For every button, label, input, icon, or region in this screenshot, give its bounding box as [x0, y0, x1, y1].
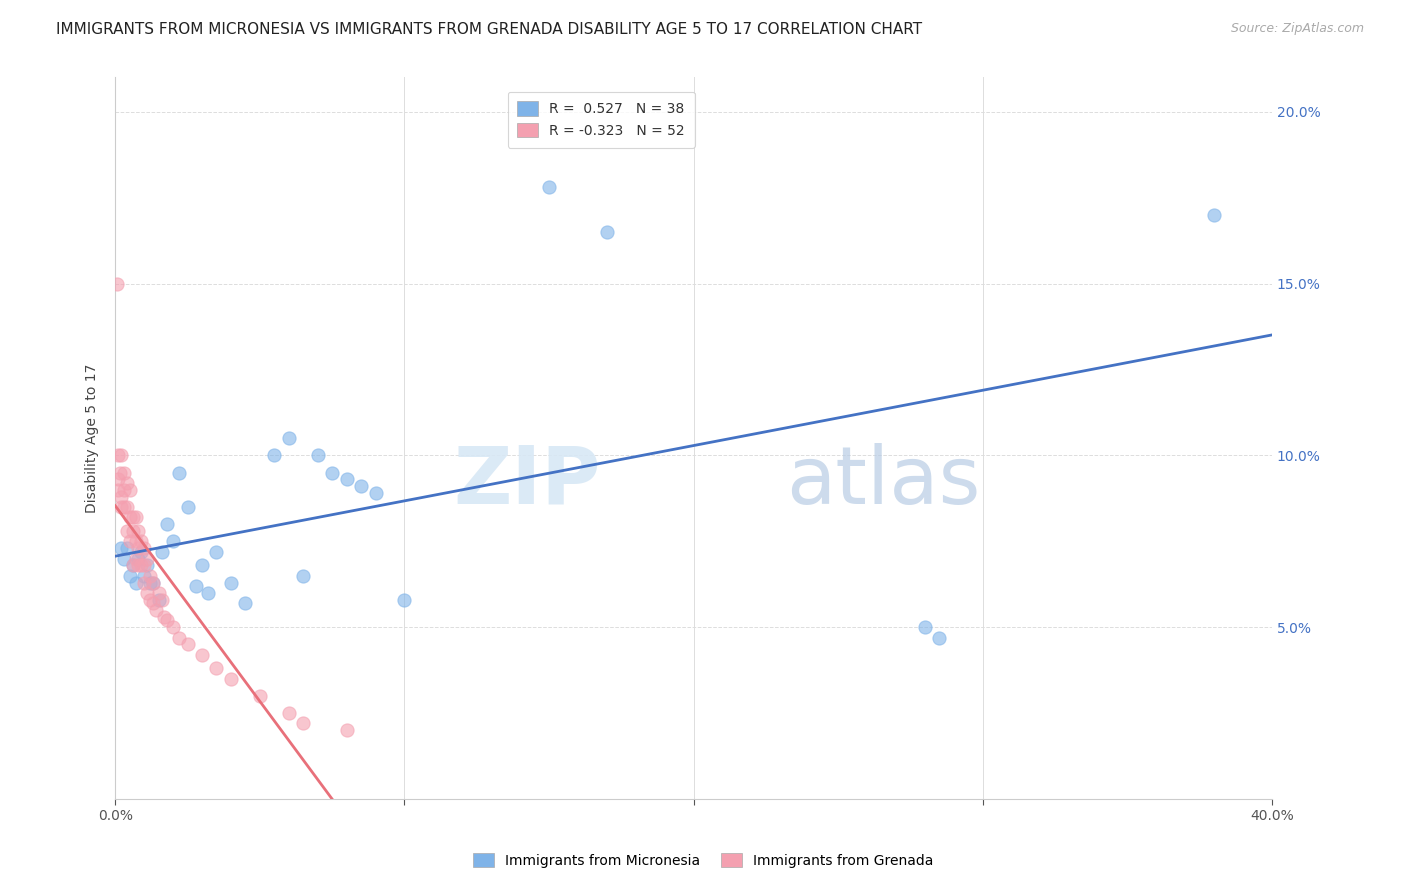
Point — [191, 558, 214, 573]
Point — [537, 180, 560, 194]
Point — [219, 575, 242, 590]
Point — [292, 716, 315, 731]
Point — [205, 661, 228, 675]
Point — [127, 541, 149, 556]
Text: Source: ZipAtlas.com: Source: ZipAtlas.com — [1230, 22, 1364, 36]
Text: ZIP: ZIP — [454, 442, 602, 521]
Point — [142, 575, 165, 590]
Point — [110, 500, 132, 514]
Legend: Immigrants from Micronesia, Immigrants from Grenada: Immigrants from Micronesia, Immigrants f… — [464, 845, 942, 876]
Point — [129, 534, 152, 549]
Point — [167, 466, 190, 480]
Text: IMMIGRANTS FROM MICRONESIA VS IMMIGRANTS FROM GRENADA DISABILITY AGE 5 TO 17 COR: IMMIGRANTS FROM MICRONESIA VS IMMIGRANTS… — [56, 22, 922, 37]
Point — [121, 524, 143, 538]
Point — [127, 524, 149, 538]
Point — [139, 568, 162, 582]
Point — [596, 225, 619, 239]
Point — [134, 541, 156, 556]
Point — [118, 510, 141, 524]
Point — [350, 479, 373, 493]
Point — [205, 544, 228, 558]
Point — [219, 672, 242, 686]
Point — [110, 541, 132, 556]
Point — [336, 723, 359, 738]
Point — [127, 551, 149, 566]
Point — [153, 610, 176, 624]
Point — [1204, 208, 1226, 222]
Point — [136, 558, 159, 573]
Y-axis label: Disability Age 5 to 17: Disability Age 5 to 17 — [86, 364, 100, 513]
Point — [139, 575, 162, 590]
Point — [167, 631, 190, 645]
Point — [277, 431, 299, 445]
Point — [134, 558, 156, 573]
Point — [145, 603, 167, 617]
Point — [115, 541, 138, 556]
Point — [118, 568, 141, 582]
Point — [121, 510, 143, 524]
Point — [112, 551, 135, 566]
Point — [277, 706, 299, 721]
Point — [127, 558, 149, 573]
Point — [121, 558, 143, 573]
Point — [112, 500, 135, 514]
Point — [914, 620, 936, 634]
Point — [148, 592, 170, 607]
Point — [139, 592, 162, 607]
Point — [115, 475, 138, 490]
Point — [364, 486, 387, 500]
Point — [107, 473, 129, 487]
Point — [110, 449, 132, 463]
Point — [142, 575, 165, 590]
Point — [112, 466, 135, 480]
Point — [134, 575, 156, 590]
Point — [107, 483, 129, 497]
Point — [107, 449, 129, 463]
Point — [118, 483, 141, 497]
Point — [394, 592, 416, 607]
Point — [129, 558, 152, 573]
Point — [136, 586, 159, 600]
Point — [121, 558, 143, 573]
Point — [136, 551, 159, 566]
Point — [150, 544, 173, 558]
Point — [124, 510, 146, 524]
Point — [118, 534, 141, 549]
Point — [186, 579, 208, 593]
Point — [263, 449, 285, 463]
Point — [124, 551, 146, 566]
Point — [162, 534, 184, 549]
Point — [156, 517, 179, 532]
Point — [156, 613, 179, 627]
Point — [124, 575, 146, 590]
Point — [162, 620, 184, 634]
Point — [928, 631, 950, 645]
Point — [307, 449, 329, 463]
Legend: R =  0.527   N = 38, R = -0.323   N = 52: R = 0.527 N = 38, R = -0.323 N = 52 — [508, 92, 695, 147]
Point — [115, 524, 138, 538]
Point — [110, 490, 132, 504]
Point — [321, 466, 343, 480]
Point — [108, 466, 131, 480]
Point — [148, 586, 170, 600]
Point — [142, 596, 165, 610]
Point — [176, 500, 198, 514]
Text: atlas: atlas — [786, 442, 980, 521]
Point — [191, 648, 214, 662]
Point — [336, 473, 359, 487]
Point — [129, 544, 152, 558]
Point — [235, 596, 257, 610]
Point — [292, 568, 315, 582]
Point — [124, 534, 146, 549]
Point — [197, 586, 219, 600]
Point — [176, 637, 198, 651]
Point — [249, 689, 271, 703]
Point — [105, 277, 128, 291]
Point — [115, 500, 138, 514]
Point — [112, 483, 135, 497]
Point — [134, 568, 156, 582]
Point — [150, 592, 173, 607]
